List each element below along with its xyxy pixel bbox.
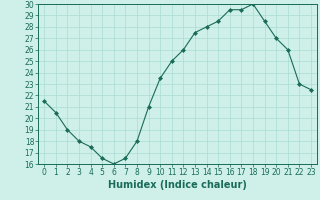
X-axis label: Humidex (Indice chaleur): Humidex (Indice chaleur) (108, 180, 247, 190)
